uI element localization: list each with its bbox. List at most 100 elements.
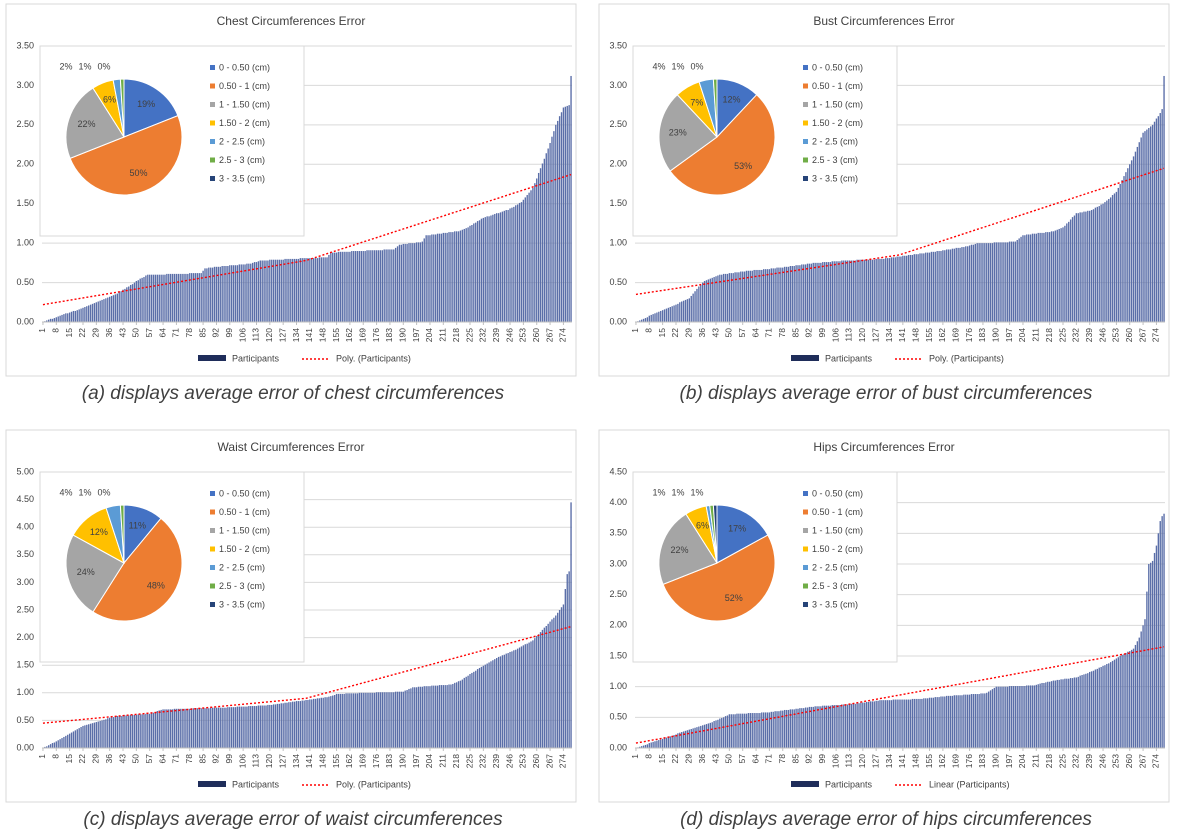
bar — [894, 699, 896, 748]
pie-legend-swatch — [803, 565, 808, 570]
bar — [541, 629, 544, 748]
x-tick-label: 211 — [1031, 328, 1041, 342]
pie-legend-swatch — [210, 102, 215, 107]
bar — [1058, 228, 1060, 322]
x-tick-label: 50 — [724, 328, 734, 338]
bar — [154, 274, 157, 322]
bar — [957, 695, 959, 748]
bar — [1081, 212, 1083, 322]
bar — [709, 278, 711, 322]
bar — [865, 259, 868, 322]
y-tick-label: 3.50 — [609, 528, 627, 538]
bar — [995, 686, 997, 748]
bar — [1050, 681, 1053, 748]
bar — [717, 275, 719, 322]
bar — [524, 197, 526, 322]
x-tick-label: 155 — [924, 754, 934, 768]
bar — [301, 700, 303, 748]
bar — [154, 712, 157, 748]
bar — [518, 647, 521, 748]
bar — [886, 700, 889, 748]
bar — [793, 266, 795, 322]
x-tick-label: 29 — [91, 328, 101, 338]
bar — [187, 708, 189, 748]
bar — [436, 685, 439, 748]
bar — [715, 720, 717, 748]
x-tick-label: 148 — [910, 754, 920, 768]
bar — [406, 690, 408, 748]
x-tick-label: 106 — [237, 328, 247, 342]
bar — [476, 221, 479, 322]
bar — [1161, 516, 1163, 748]
pie-legend-swatch — [210, 602, 215, 607]
bar — [736, 272, 738, 322]
x-tick-label: 253 — [518, 754, 528, 768]
y-tick-label: 0.50 — [609, 712, 627, 722]
bar — [885, 700, 887, 748]
bar — [343, 251, 345, 322]
x-tick-label: 176 — [964, 754, 974, 768]
bar — [667, 307, 670, 322]
bar — [293, 258, 296, 322]
y-tick-label: 5.00 — [16, 466, 34, 476]
bar — [1060, 228, 1062, 322]
y-tick-label: 2.50 — [16, 604, 34, 614]
pie-label: 0% — [690, 61, 703, 71]
bar — [137, 280, 139, 322]
x-tick-label: 15 — [657, 754, 667, 764]
bar — [158, 710, 160, 748]
bar — [791, 266, 793, 322]
bar — [831, 705, 834, 748]
bar — [244, 264, 246, 322]
bar — [225, 707, 227, 748]
pie-label: 52% — [725, 593, 743, 603]
x-tick-label: 120 — [857, 328, 867, 342]
bar — [333, 695, 336, 748]
bar — [210, 707, 212, 748]
bar — [459, 680, 462, 748]
pie-legend-label: 0.50 - 1 (cm) — [812, 507, 863, 517]
bar — [126, 287, 128, 322]
pie-legend-label: 2.5 - 3 (cm) — [219, 581, 265, 591]
bar — [78, 728, 80, 748]
legend-swatch — [791, 781, 819, 787]
pie-label: 22% — [670, 545, 688, 555]
bar — [1144, 619, 1146, 748]
pie-slice — [69, 114, 183, 196]
x-tick-label: 29 — [684, 754, 694, 764]
x-tick-label: 197 — [411, 328, 421, 342]
bar — [793, 709, 795, 748]
pie-slice — [658, 513, 718, 586]
bar — [850, 703, 853, 748]
pie-label: 53% — [734, 161, 752, 171]
bar — [930, 251, 933, 322]
bar — [49, 318, 52, 322]
bar — [114, 716, 117, 748]
x-tick-label: 197 — [1004, 754, 1014, 768]
bar — [410, 243, 412, 322]
bar — [82, 725, 84, 748]
bar — [709, 722, 711, 748]
bar — [824, 705, 826, 748]
bar — [1102, 665, 1104, 748]
bar — [261, 260, 263, 322]
bar — [194, 273, 197, 322]
bar — [345, 693, 347, 748]
bar — [728, 714, 731, 748]
bar — [1016, 239, 1018, 322]
bar — [91, 303, 94, 322]
y-tick-label: 1.50 — [16, 198, 34, 208]
x-tick-label: 71 — [764, 328, 774, 338]
bar — [501, 655, 504, 748]
pie-label: 22% — [77, 119, 95, 129]
bar — [120, 715, 122, 748]
bar — [135, 714, 138, 748]
chart-title: Bust Circumferences Error — [813, 14, 954, 28]
bar — [488, 662, 490, 748]
pie-slice — [662, 534, 776, 622]
bar — [837, 705, 839, 748]
bar — [80, 727, 82, 748]
bar — [522, 199, 525, 322]
bar — [507, 653, 509, 748]
legend-label: Poly. (Participants) — [336, 779, 411, 789]
